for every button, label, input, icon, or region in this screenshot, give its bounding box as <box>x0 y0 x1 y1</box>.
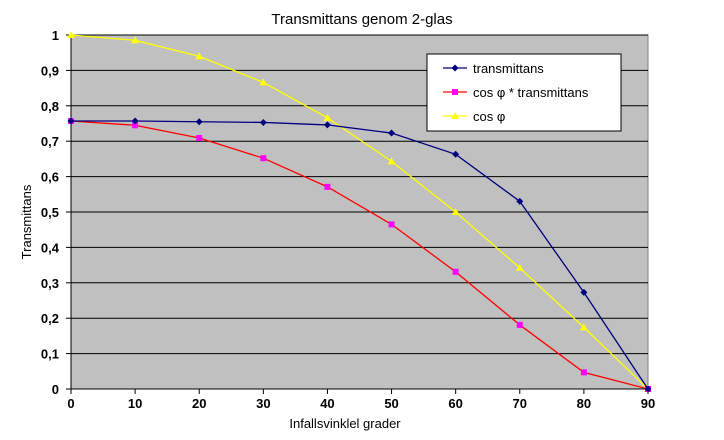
chart-title: Transmittans genom 2-glas <box>271 11 452 28</box>
legend-marker <box>452 89 458 95</box>
x-tick-label: 30 <box>256 396 270 411</box>
y-tick-label: 0,7 <box>41 134 59 149</box>
axes <box>70 35 648 390</box>
data-point <box>195 52 204 60</box>
y-tick-label: 0,3 <box>41 276 59 291</box>
y-tick-label: 0,1 <box>41 347 59 362</box>
legend-marker <box>451 112 459 119</box>
x-tick-label: 0 <box>67 396 74 411</box>
data-point <box>67 117 75 125</box>
y-tick-label: 0 <box>52 382 59 397</box>
x-tick-label: 90 <box>641 396 655 411</box>
y-tick-label: 0,2 <box>41 311 59 326</box>
x-tick-label: 40 <box>320 396 334 411</box>
data-point <box>579 323 588 331</box>
data-point <box>323 121 331 129</box>
data-point <box>580 288 588 296</box>
y-tick-label: 1 <box>52 28 59 43</box>
legend: transmittans cos φ * transmittans cos φ <box>426 53 622 132</box>
data-point <box>259 118 267 126</box>
series-2 <box>67 31 652 392</box>
x-tick-label: 50 <box>384 396 398 411</box>
y-tick-label: 0,8 <box>41 99 59 114</box>
data-point <box>323 113 332 121</box>
legend-label: cos φ * transmittans <box>473 85 589 100</box>
data-point <box>644 385 652 393</box>
x-tick-labels: 0 10 20 30 40 50 60 70 80 90 <box>67 396 655 411</box>
series-0 <box>67 117 652 393</box>
data-point <box>260 155 267 162</box>
x-axis-title: Infallsvinklel grader <box>289 416 401 431</box>
y-tick-labels: 0 0,1 0,2 0,3 0,4 0,5 0,6 0,7 0,8 0,9 1 <box>41 28 60 397</box>
data-point <box>388 221 395 228</box>
data-point <box>452 150 460 158</box>
y-tick-label: 0,6 <box>41 170 59 185</box>
x-tick-label: 10 <box>128 396 142 411</box>
data-point <box>259 78 268 86</box>
data-point <box>131 36 140 44</box>
x-tick-label: 70 <box>513 396 527 411</box>
data-point <box>196 135 203 142</box>
data-point <box>451 208 460 215</box>
data-point <box>516 197 524 205</box>
data-point <box>67 31 75 38</box>
x-tick-label: 20 <box>192 396 206 411</box>
data-point <box>388 129 396 137</box>
series-line <box>70 120 649 390</box>
data-point <box>515 263 524 271</box>
data-point <box>452 268 459 275</box>
data-point <box>324 183 331 190</box>
x-tick-label: 80 <box>577 396 591 411</box>
data-point <box>195 118 203 126</box>
y-tick-label: 0,5 <box>41 205 59 220</box>
data-point <box>387 157 396 165</box>
series-line <box>70 34 649 390</box>
y-tick-label: 0,4 <box>41 240 60 255</box>
data-point <box>516 321 523 328</box>
legend-marker <box>451 64 459 72</box>
data-point <box>132 122 139 129</box>
legend-label: transmittans <box>473 61 544 76</box>
data-point <box>131 117 139 125</box>
legend-label: cos φ <box>473 109 505 124</box>
y-tick-label: 0,9 <box>41 63 59 78</box>
series-line <box>71 120 649 390</box>
x-tick-label: 60 <box>448 396 462 411</box>
y-axis-title: Transmittans <box>19 184 34 259</box>
series-group <box>67 31 652 393</box>
data-point <box>580 369 587 376</box>
